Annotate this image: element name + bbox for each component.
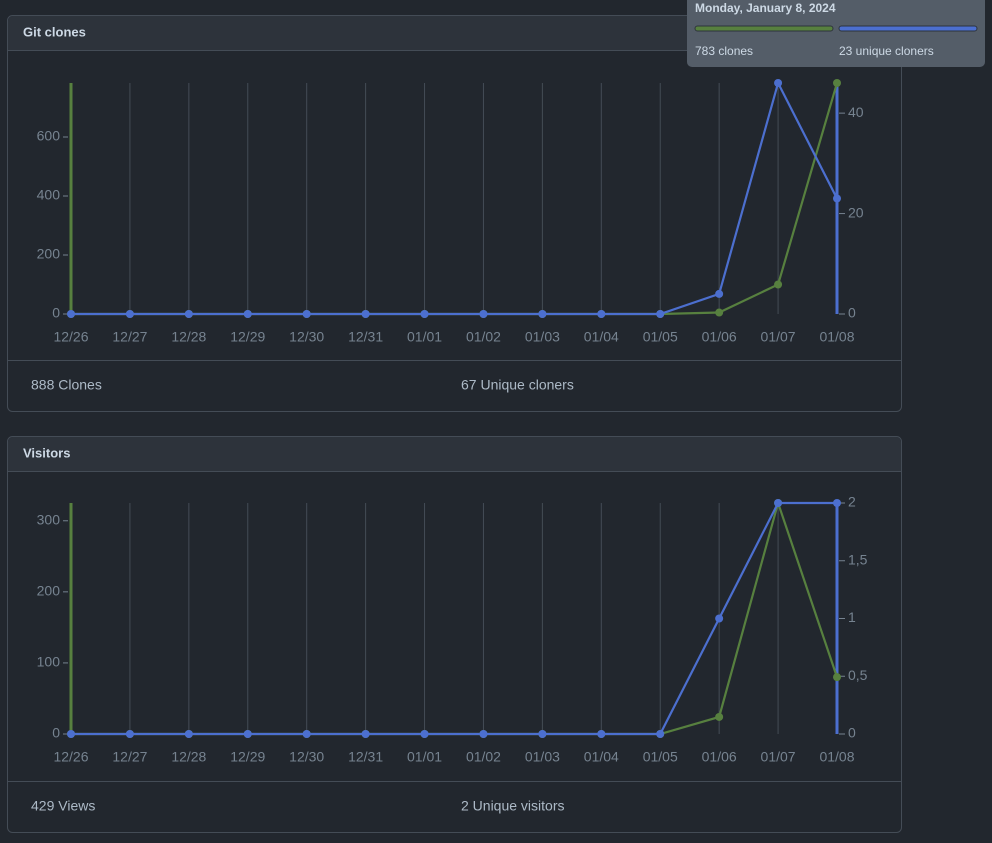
- tooltip-item: 783 clones: [695, 44, 753, 58]
- y2-tick-label: 40: [848, 104, 864, 120]
- series-line: [71, 79, 838, 316]
- x-tick-label: 12/26: [53, 329, 88, 345]
- tooltip-item: 23 unique cloners: [839, 44, 934, 58]
- data-point: [715, 614, 724, 623]
- x-tick-label: 01/07: [761, 329, 796, 345]
- y2-tick-label: 1: [848, 609, 856, 625]
- data-point: [67, 730, 75, 738]
- data-point: [302, 730, 311, 738]
- data-point: [125, 730, 134, 738]
- y-tick-label: 200: [37, 246, 61, 262]
- y-tick-label: 200: [37, 583, 61, 599]
- data-point: [774, 499, 783, 507]
- x-tick-label: 12/26: [53, 749, 88, 765]
- footer-stat: 888 Clones: [31, 377, 102, 393]
- data-point: [833, 673, 841, 682]
- data-point: [833, 499, 841, 507]
- panel: [7, 436, 902, 833]
- x-tick-label: 01/05: [643, 329, 678, 345]
- x-tick-label: 12/31: [348, 749, 383, 765]
- y2-tick-label: 2: [848, 494, 856, 510]
- y2-tick-label: 0,5: [848, 667, 868, 683]
- y2-tick-label: 20: [848, 204, 864, 220]
- y2-tick-label: 1,5: [848, 551, 868, 567]
- data-point: [833, 194, 841, 203]
- data-point: [243, 730, 252, 738]
- data-point: [538, 730, 547, 738]
- data-point: [715, 308, 724, 317]
- panel-header: [8, 437, 901, 471]
- y-tick-label: 0: [52, 305, 60, 321]
- data-point: [479, 310, 488, 318]
- tooltip: [687, 0, 985, 67]
- x-tick-label: 01/03: [525, 329, 560, 345]
- tooltip-title: Monday, January 8, 2024: [695, 1, 836, 15]
- panel-header: [8, 16, 901, 50]
- x-tick-label: 12/27: [112, 329, 147, 345]
- data-point: [243, 310, 252, 318]
- x-tick-label: 01/07: [761, 749, 796, 765]
- data-point: [125, 310, 134, 318]
- data-point: [538, 310, 547, 318]
- data-point: [184, 730, 193, 738]
- y-tick-label: 300: [37, 511, 61, 527]
- footer-stat: 429 Views: [31, 798, 95, 814]
- x-tick-label: 01/05: [643, 749, 678, 765]
- x-tick-label: 12/28: [171, 749, 206, 765]
- x-tick-label: 12/30: [289, 329, 324, 345]
- tooltip-swatch: [694, 25, 834, 32]
- y2-tick-label: 0: [848, 305, 856, 321]
- footer-stat: 67 Unique cloners: [461, 377, 574, 393]
- y-tick-label: 400: [37, 187, 61, 203]
- data-point: [774, 79, 783, 87]
- panel-title: Visitors: [23, 445, 70, 460]
- footer-stat: 2 Unique visitors: [461, 798, 565, 814]
- y2-tick-label: 0: [848, 725, 856, 741]
- x-tick-label: 01/06: [702, 329, 737, 345]
- tooltip-swatch: [838, 25, 978, 32]
- data-point: [656, 310, 665, 318]
- panel: [7, 15, 902, 412]
- x-tick-label: 12/29: [230, 749, 265, 765]
- x-tick-label: 01/08: [819, 329, 854, 345]
- y-tick-label: 600: [37, 128, 61, 144]
- data-point: [361, 730, 370, 738]
- data-point: [420, 730, 429, 738]
- x-tick-label: 12/27: [112, 749, 147, 765]
- y-tick-label: 100: [37, 654, 61, 670]
- x-tick-label: 12/31: [348, 329, 383, 345]
- series-line: [71, 501, 837, 736]
- data-point: [597, 310, 606, 318]
- x-tick-label: 01/01: [407, 749, 442, 765]
- x-tick-label: 01/01: [407, 329, 442, 345]
- x-tick-label: 01/03: [525, 749, 560, 765]
- x-tick-label: 01/02: [466, 749, 501, 765]
- data-point: [479, 730, 488, 738]
- data-point: [361, 310, 370, 318]
- x-tick-label: 01/08: [819, 749, 854, 765]
- data-point: [302, 310, 311, 318]
- x-tick-label: 12/28: [171, 329, 206, 345]
- panel-title: Git clones: [23, 24, 86, 39]
- data-point: [715, 289, 724, 298]
- data-point: [715, 712, 724, 721]
- data-point: [774, 280, 783, 289]
- x-tick-label: 01/04: [584, 329, 619, 345]
- data-point: [184, 310, 193, 318]
- y-tick-label: 0: [52, 725, 60, 741]
- data-point: [833, 79, 841, 87]
- data-point: [67, 310, 75, 318]
- x-tick-label: 01/04: [584, 749, 619, 765]
- data-point: [420, 310, 429, 318]
- x-tick-label: 12/29: [230, 329, 265, 345]
- x-tick-label: 01/06: [702, 749, 737, 765]
- x-tick-label: 01/02: [466, 329, 501, 345]
- x-tick-label: 12/30: [289, 749, 324, 765]
- data-point: [597, 730, 606, 738]
- data-point: [656, 730, 665, 738]
